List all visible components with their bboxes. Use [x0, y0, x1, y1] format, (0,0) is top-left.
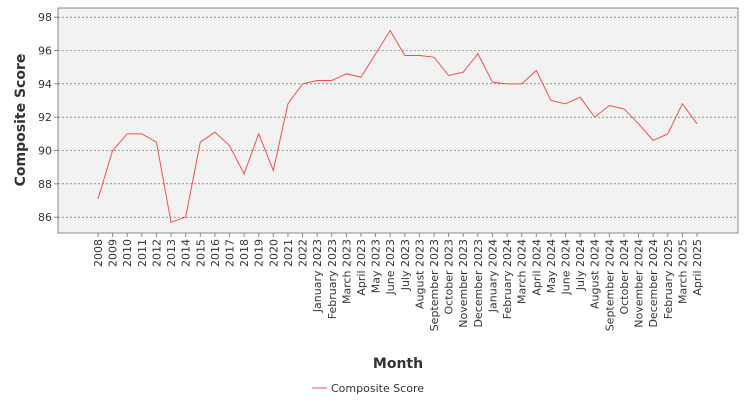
y-tick-label: 86: [38, 211, 52, 224]
x-tick-label: January 2023: [311, 239, 324, 313]
x-tick-label: October 2024: [618, 239, 631, 315]
x-tick-label: 2015: [194, 239, 207, 267]
y-tick-label: 98: [38, 11, 52, 24]
x-tick-label: September 2024: [603, 239, 616, 331]
x-tick-label: 2018: [238, 239, 251, 267]
x-tick-label: July 2024: [574, 239, 587, 291]
y-tick-label: 92: [38, 111, 52, 124]
x-tick-label: February 2023: [326, 239, 339, 319]
y-tick-label: 94: [38, 78, 52, 91]
x-tick-label: 2019: [253, 239, 266, 267]
line: [97, 29, 698, 223]
y-tick-label: 96: [38, 45, 52, 58]
x-tick-label: 2022: [297, 239, 310, 267]
x-tick-label: July 2023: [399, 239, 412, 291]
x-tick-label: 2011: [136, 239, 149, 267]
x-tick-label: March 2025: [676, 239, 689, 304]
x-tick-label: May 2023: [370, 239, 383, 293]
x-tick-label: September 2023: [428, 239, 441, 331]
x-tick-label: December 2023: [472, 239, 485, 328]
x-tick-label: 2009: [107, 239, 120, 267]
x-tick-label: November 2024: [633, 239, 646, 328]
x-tick-label: June 2023: [384, 239, 397, 295]
x-tick-label: February 2024: [501, 239, 514, 319]
x-tick-label: August 2023: [413, 239, 426, 309]
x-tick-label: May 2024: [545, 239, 558, 293]
x-tick-label: 2013: [165, 239, 178, 267]
x-tick-label: 2010: [121, 239, 134, 267]
x-tick-label: 2008: [92, 239, 105, 267]
x-tick-label: 2020: [267, 239, 280, 267]
x-tick-label: April 2025: [691, 239, 704, 296]
x-tick-label: June 2024: [560, 239, 573, 295]
legend-label: Composite Score: [331, 382, 424, 395]
x-axis-title: Month: [373, 356, 423, 372]
x-tick-label: October 2023: [443, 239, 456, 315]
x-tick-label: March 2023: [340, 239, 353, 304]
x-tick-label: 2017: [223, 239, 236, 267]
x-tick-label: 2016: [209, 239, 222, 267]
x-tick-label: January 2024: [486, 239, 499, 313]
y-tick-label: 90: [38, 145, 52, 158]
x-tick-label: December 2024: [647, 239, 660, 328]
x-tick-label: November 2023: [457, 239, 470, 328]
x-tick-label: April 2024: [530, 239, 543, 296]
y-tick-label: 88: [38, 178, 52, 191]
x-tick-label: 2021: [282, 239, 295, 267]
x-tick-label: 2014: [180, 239, 193, 267]
x-tick-label: August 2024: [589, 239, 602, 309]
x-tick-label: 2012: [150, 239, 163, 267]
x-tick-label: February 2025: [662, 239, 675, 319]
plot-area: [57, 7, 739, 234]
y-axis-title: Composite Score: [13, 54, 29, 187]
x-tick-label: March 2024: [516, 239, 529, 304]
x-tick-label: April 2023: [355, 239, 368, 296]
